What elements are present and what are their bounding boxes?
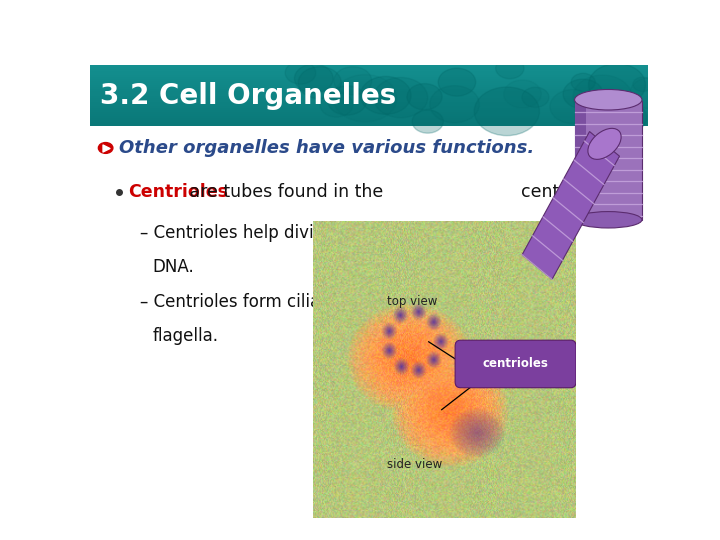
FancyBboxPatch shape [575,101,642,220]
FancyBboxPatch shape [90,79,648,81]
Circle shape [630,77,672,109]
FancyBboxPatch shape [455,340,576,388]
FancyBboxPatch shape [90,73,648,75]
Text: DNA.: DNA. [153,258,194,276]
FancyBboxPatch shape [90,83,648,85]
Text: are tubes found in the: are tubes found in the [184,183,383,201]
Circle shape [573,75,632,119]
Text: Other organelles have various functions.: Other organelles have various functions. [119,139,534,157]
FancyBboxPatch shape [90,120,648,122]
Circle shape [285,62,316,84]
FancyBboxPatch shape [90,85,648,87]
Circle shape [374,77,428,118]
Text: Centrioles: Centrioles [128,183,228,201]
FancyBboxPatch shape [90,118,648,120]
FancyBboxPatch shape [90,108,648,110]
Text: – Centrioles form cilia and: – Centrioles form cilia and [140,293,356,311]
FancyBboxPatch shape [90,102,648,104]
Circle shape [328,86,366,115]
Circle shape [438,68,476,96]
Ellipse shape [575,212,642,228]
Circle shape [412,110,444,133]
FancyBboxPatch shape [90,93,648,96]
Text: centrioles: centrioles [482,357,549,370]
Circle shape [333,75,397,122]
Circle shape [99,143,113,153]
Circle shape [334,66,372,95]
FancyBboxPatch shape [90,91,648,93]
FancyBboxPatch shape [90,114,648,116]
FancyBboxPatch shape [90,67,648,69]
FancyBboxPatch shape [90,98,648,100]
FancyBboxPatch shape [90,112,648,114]
Text: side view: side view [387,458,442,471]
Circle shape [588,64,646,106]
Circle shape [294,64,333,93]
FancyBboxPatch shape [90,122,648,124]
FancyBboxPatch shape [90,124,648,126]
Ellipse shape [575,90,642,110]
Circle shape [603,102,647,133]
FancyBboxPatch shape [90,116,648,118]
FancyBboxPatch shape [90,104,648,106]
FancyBboxPatch shape [90,75,648,77]
Circle shape [407,84,442,110]
Circle shape [633,77,652,92]
FancyBboxPatch shape [90,65,648,67]
Circle shape [430,86,480,123]
FancyBboxPatch shape [90,110,648,112]
Text: flagella.: flagella. [153,327,218,345]
Circle shape [571,73,595,91]
Circle shape [522,87,549,107]
Circle shape [360,77,411,114]
FancyBboxPatch shape [90,90,648,91]
Circle shape [474,87,539,136]
Circle shape [550,90,595,124]
Circle shape [504,80,541,108]
Circle shape [298,66,341,99]
Circle shape [563,79,603,109]
FancyBboxPatch shape [90,96,648,98]
FancyBboxPatch shape [90,106,648,108]
FancyBboxPatch shape [90,100,648,102]
FancyBboxPatch shape [90,71,648,73]
Circle shape [495,58,524,79]
FancyBboxPatch shape [90,81,648,83]
FancyBboxPatch shape [90,69,648,71]
FancyBboxPatch shape [90,77,648,79]
Polygon shape [522,132,619,279]
FancyBboxPatch shape [575,101,586,220]
FancyBboxPatch shape [90,87,648,90]
Ellipse shape [588,129,621,159]
Text: – Centrioles help divide: – Centrioles help divide [140,224,335,242]
Text: top view: top view [387,295,437,308]
Text: centrosomes.: centrosomes. [521,183,639,201]
Circle shape [320,92,353,117]
Text: 3.2 Cell Organelles: 3.2 Cell Organelles [100,82,396,110]
